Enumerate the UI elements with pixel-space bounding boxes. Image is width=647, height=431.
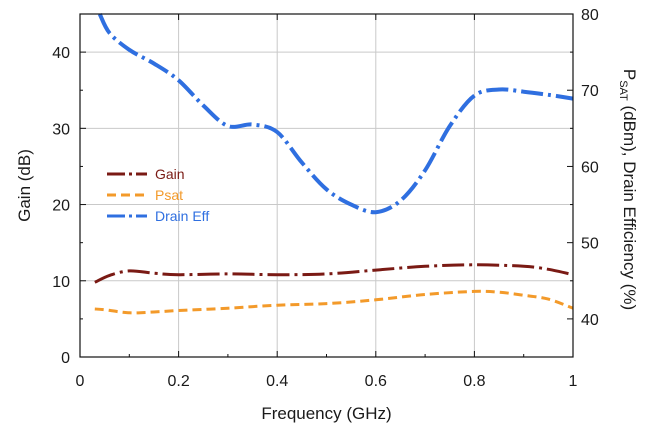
y-axis-title: Gain (dB) bbox=[15, 149, 34, 222]
x-tick-label-0: 0 bbox=[76, 373, 85, 390]
y-tick-label-2: 20 bbox=[52, 198, 70, 215]
legend: Gain Psat Drain Eff bbox=[107, 166, 209, 224]
x-tick-label-2: 0.4 bbox=[266, 373, 288, 390]
y2-axis-title-rest: (dBm), Drain Efficiency (%) bbox=[620, 101, 639, 310]
y-tick-label-4: 40 bbox=[52, 45, 70, 62]
x-tick-label-4: 0.8 bbox=[463, 373, 485, 390]
y2-tick-label-0: 40 bbox=[581, 312, 599, 329]
legend-label-drain-eff: Drain Eff bbox=[155, 208, 209, 224]
x-axis-title: Frequency (GHz) bbox=[261, 404, 391, 423]
y2-axis-title-main: P bbox=[620, 69, 639, 80]
legend-label-gain: Gain bbox=[155, 166, 185, 182]
series-layer bbox=[94, 13, 574, 315]
x-tick-label-3: 0.6 bbox=[365, 373, 387, 390]
y-tick-label-3: 30 bbox=[52, 121, 70, 138]
x-tick-label-1: 0.2 bbox=[167, 373, 189, 390]
tick-marks bbox=[79, 13, 574, 358]
y2-tick-label-2: 60 bbox=[581, 159, 599, 176]
x-tick-label-5: 1 bbox=[569, 373, 578, 390]
y2-tick-label-4: 80 bbox=[581, 7, 599, 24]
series-line-gain bbox=[94, 263, 574, 284]
series-line-drain-eff bbox=[97, 13, 574, 215]
y2-tick-label-1: 50 bbox=[581, 236, 599, 253]
y-tick-label-1: 10 bbox=[52, 274, 70, 291]
legend-label-psat: Psat bbox=[155, 187, 183, 203]
y2-axis-title-subscript: SAT bbox=[617, 80, 629, 101]
y2-axis-title: PSAT (dBm), Drain Efficiency (%) bbox=[617, 69, 639, 310]
y-tick-label-0: 0 bbox=[61, 350, 70, 367]
series-line-psat bbox=[94, 289, 574, 315]
y2-tick-label-3: 70 bbox=[581, 83, 599, 100]
